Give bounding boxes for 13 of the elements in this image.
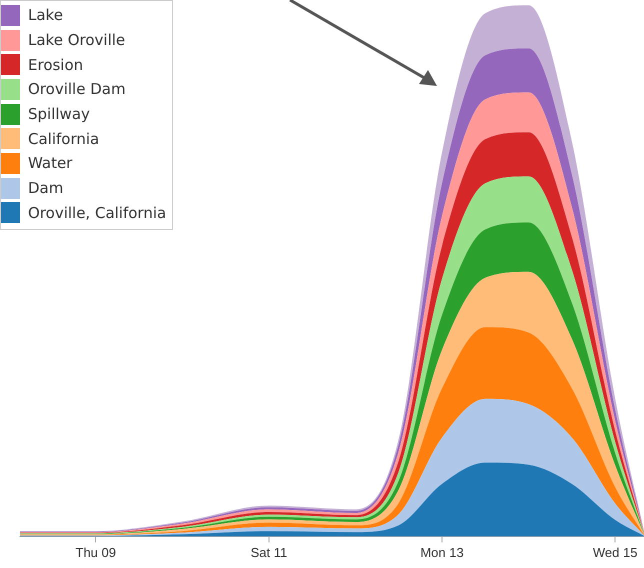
legend-label: Lake Oroville: [28, 31, 126, 50]
legend-label: Water: [28, 154, 72, 172]
legend-label: Oroville, California: [28, 204, 166, 222]
x-tick-label: Wed 15: [592, 544, 638, 560]
legend-label: Spillway: [28, 105, 90, 124]
legend-label: Lake: [28, 6, 63, 24]
x-tick-label: Thu 09: [76, 544, 116, 560]
x-tick-label: Mon 13: [420, 544, 464, 560]
legend-label: California: [28, 130, 100, 148]
legend-label: Oroville Dam: [28, 80, 126, 98]
legend-label: Erosion: [28, 56, 84, 74]
x-tick-label: Sat 11: [250, 544, 288, 560]
legend-label: Dam: [28, 179, 64, 198]
